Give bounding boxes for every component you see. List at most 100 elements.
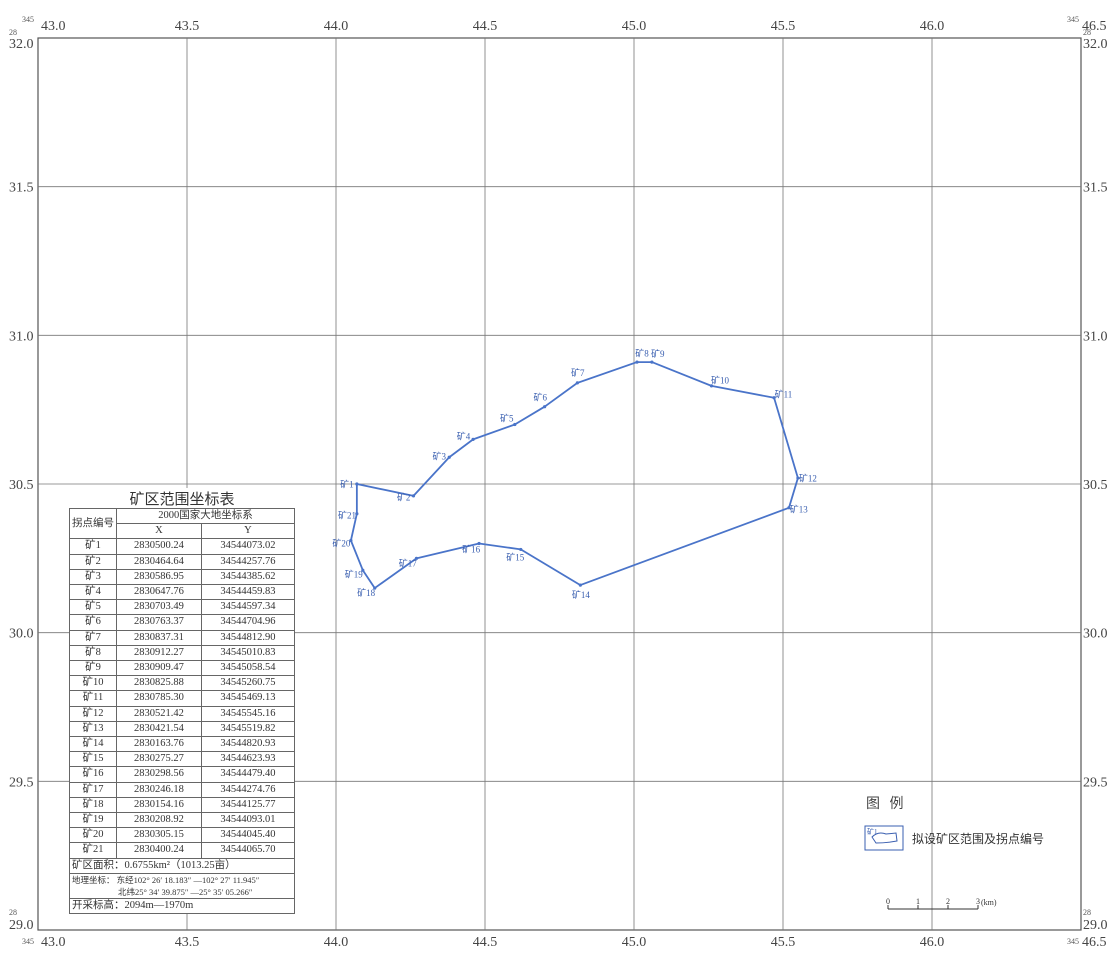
y-tick-right-32.0: 32.0 [1083,37,1108,52]
geo-latitude: 北纬25° 34′ 39.875″ —25° 35′ 05.266″ [118,886,253,897]
point-id-cell: 矿5 [69,599,117,616]
boundary-point-12 [796,476,800,480]
table-row: 矿7 2830837.31 34544812.90 [69,629,296,646]
coordinate-table-body: 矿1 2830500.24 34544073.02 矿2 2830464.64 34544… [69,538,296,859]
table-row: 矿6 2830763.37 34544704.96 [69,614,296,631]
point-label-2: 矿2 [397,492,411,503]
x-tick-top-46.5: 46.5 [1082,19,1107,34]
y-tick-left-30.5: 30.5 [9,478,34,493]
scale-tick-label-2: 2 [946,897,950,906]
geographic-coordinates: 地理坐标： 东经102° 26′ 18.183″ —102° 27′ 11.94… [69,872,295,899]
point-id-cell: 矿13 [69,720,117,738]
x-coordinate-cell: 2830912.27 [116,644,202,662]
area-text: 矿区面积：0.6755km²（1013.25亩） [69,857,295,874]
x-tick-bottom-44.0: 44.0 [324,935,349,950]
x-coordinate-cell: 2830837.31 [116,629,202,646]
x-coordinate-cell: 2830785.30 [116,690,202,707]
legend-item-label: 拟设矿区范围及拐点编号 [912,831,1045,846]
point-id-cell: 矿19 [69,812,117,829]
y-tick-right-29.0: 29.0 [1083,918,1108,933]
y-tick-left-29.0: 29.0 [9,918,34,933]
x-coordinate-cell: 2830521.42 [116,705,202,722]
x-coordinate-cell: 2830464.64 [116,553,202,570]
boundary-point-16 [477,541,481,546]
y-tick-left-31.0: 31.0 [9,329,34,344]
x-coordinate-cell: 2830500.24 [116,538,202,555]
x-coordinate-cell: 2830154.16 [116,796,202,814]
x-coordinate-cell: 2830275.27 [116,751,202,768]
boundary-point-1 [355,482,359,486]
coordinate-table-title: 矿区范围坐标表 [69,488,295,509]
boundary-point-17 [414,556,419,560]
geo-label: 地理坐标： [72,874,115,885]
point-label-7: 矿7 [571,367,585,378]
y-tick-left-29.5: 29.5 [9,775,34,790]
point-id-cell: 矿15 [69,751,117,768]
point-id-cell: 矿10 [69,675,117,692]
point-id-cell: 矿7 [69,629,117,646]
table-row: 矿14 2830163.76 34544820.93 [69,736,296,753]
scale-unit: (km) [981,898,997,907]
table-row: 矿9 2830909.47 34545058.54 [69,660,296,677]
corner-prefix-bl-x: 345 [22,937,34,946]
y-coordinate-cell: 34545545.16 [200,705,296,722]
corner-prefix-tr-x: 345 [1067,15,1079,24]
table-row: 矿11 2830785.30 34545469.13 [69,690,296,707]
y-tick-right-30.5: 30.5 [1083,478,1108,493]
x-coordinate-cell: 2830647.76 [116,584,202,601]
point-label-9: 矿9 [651,348,665,359]
boundary-point-21 [355,512,359,516]
x-tick-bottom-45.0: 45.0 [622,935,647,950]
point-id-cell: 矿21 [69,842,117,859]
y-coordinate-cell: 34544045.40 [200,827,296,844]
point-label-20: 矿20 [332,538,351,549]
point-label-16: 矿16 [462,544,481,555]
x-tick-top-43.5: 43.5 [175,19,200,34]
boundary-point-10 [709,384,714,388]
boundary-point-5 [513,422,517,427]
y-coordinate-cell: 34544597.34 [200,599,296,616]
x-tick-bottom-46.5: 46.5 [1082,935,1107,950]
header-y: Y [200,523,296,540]
x-coordinate-cell: 2830421.54 [116,720,202,738]
table-row: 矿17 2830246.18 34544274.76 [69,781,296,798]
x-tick-bottom-45.5: 45.5 [771,935,796,950]
y-coordinate-cell: 34545058.54 [200,660,296,677]
table-row: 矿16 2830298.56 34544479.40 [69,766,296,783]
point-label-8: 矿8 [635,347,649,358]
y-coordinate-cell: 34544820.93 [200,736,296,753]
corner-prefix-tl-y: 28 [9,28,17,37]
point-label-12: 矿12 [799,472,817,483]
x-tick-top-46.0: 46.0 [920,19,945,34]
x-coordinate-cell: 2830208.92 [116,812,202,829]
table-row: 矿2 2830464.64 34544257.76 [69,553,296,570]
point-label-14: 矿14 [572,589,591,600]
point-id-cell: 矿11 [69,690,117,707]
table-row: 矿8 2830912.27 34545010.83 [69,644,296,662]
point-label-21: 矿21 [338,510,356,521]
table-row: 矿1 2830500.24 34544073.02 [69,538,296,555]
corner-prefix-tr-y: 28 [1083,28,1091,37]
point-label-6: 矿6 [534,392,548,403]
point-id-cell: 矿2 [69,553,117,570]
point-label-1: 矿1 [340,479,354,490]
y-coordinate-cell: 34544704.96 [200,614,296,631]
table-row: 矿10 2830825.88 34545260.75 [69,675,296,692]
point-id-cell: 矿16 [69,766,117,783]
point-label-11: 矿11 [775,388,793,399]
boundary-point-15 [519,547,523,552]
x-coordinate-cell: 2830298.56 [116,766,202,783]
legend-title: 图 例 [866,797,907,812]
table-row: 矿15 2830275.27 34544623.93 [69,751,296,768]
y-coordinate-cell: 34545010.83 [200,644,296,662]
x-tick-bottom-43.5: 43.5 [175,935,200,950]
y-tick-left-30.0: 30.0 [9,627,34,642]
y-coordinate-cell: 34544459.83 [200,584,296,601]
y-tick-right-30.0: 30.0 [1083,627,1108,642]
y-coordinate-cell: 34544125.77 [200,796,296,814]
point-id-cell: 矿20 [69,827,117,844]
scale-tick-label-3: 3 [976,897,980,906]
table-row: 矿3 2830586.95 34544385.62 [69,568,296,586]
x-coordinate-cell: 2830763.37 [116,614,202,631]
